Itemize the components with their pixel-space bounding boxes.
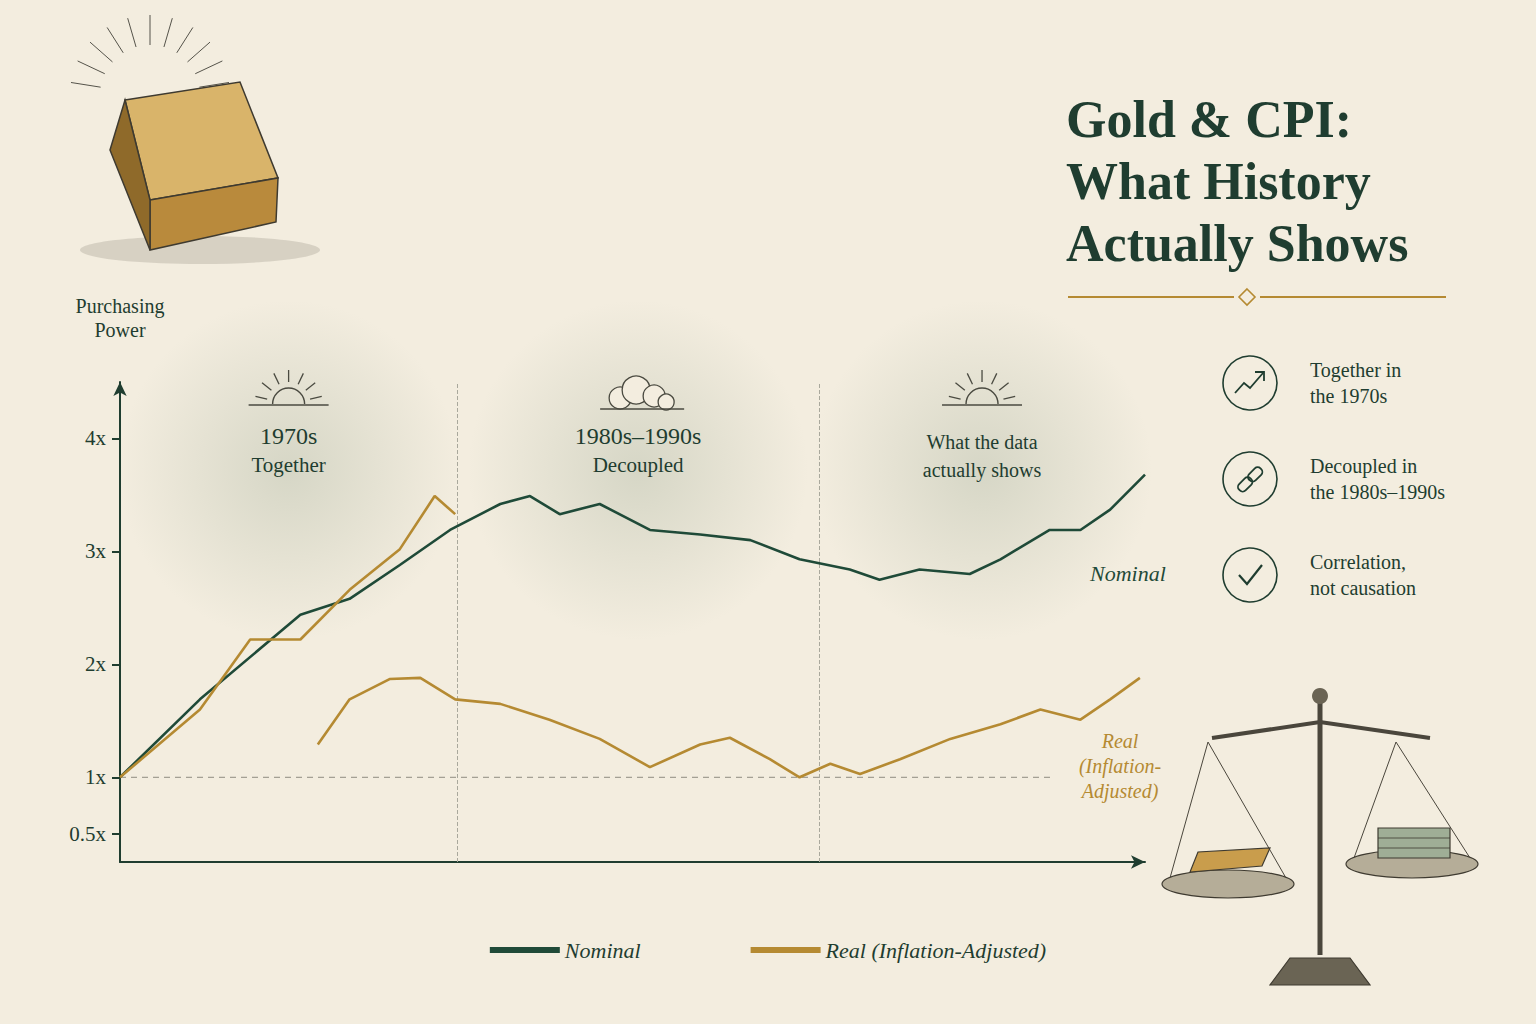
svg-text:1x: 1x	[85, 765, 107, 789]
svg-text:Together: Together	[251, 453, 325, 477]
svg-text:(Inflation-: (Inflation-	[1079, 755, 1161, 778]
svg-text:1980s–1990s: 1980s–1990s	[575, 423, 702, 449]
svg-text:Decoupled in: Decoupled in	[1310, 455, 1417, 478]
svg-text:3x: 3x	[85, 539, 107, 563]
svg-text:4x: 4x	[85, 426, 107, 450]
svg-text:Purchasing: Purchasing	[76, 295, 165, 318]
svg-text:What the data: What the data	[926, 431, 1037, 453]
svg-text:Decoupled: Decoupled	[593, 453, 684, 477]
svg-text:Real (Inflation-Adjusted): Real (Inflation-Adjusted)	[825, 938, 1047, 963]
svg-text:Real: Real	[1101, 730, 1139, 752]
svg-text:What History: What History	[1066, 153, 1371, 210]
svg-text:Actually Shows: Actually Shows	[1066, 215, 1408, 272]
svg-text:the 1970s: the 1970s	[1310, 385, 1387, 407]
svg-text:actually shows: actually shows	[923, 459, 1042, 482]
svg-text:1970s: 1970s	[260, 423, 317, 449]
svg-text:Gold & CPI:: Gold & CPI:	[1066, 91, 1352, 148]
svg-text:Adjusted): Adjusted)	[1080, 780, 1159, 803]
svg-text:2x: 2x	[85, 652, 107, 676]
svg-text:not causation: not causation	[1310, 577, 1416, 599]
svg-text:the 1980s–1990s: the 1980s–1990s	[1310, 481, 1445, 503]
svg-text:Nominal: Nominal	[1089, 561, 1166, 586]
svg-text:Correlation,: Correlation,	[1310, 551, 1406, 573]
svg-text:Together in: Together in	[1310, 359, 1401, 382]
svg-text:Power: Power	[94, 319, 145, 341]
svg-text:0.5x: 0.5x	[69, 822, 106, 846]
svg-text:Nominal: Nominal	[564, 938, 641, 963]
